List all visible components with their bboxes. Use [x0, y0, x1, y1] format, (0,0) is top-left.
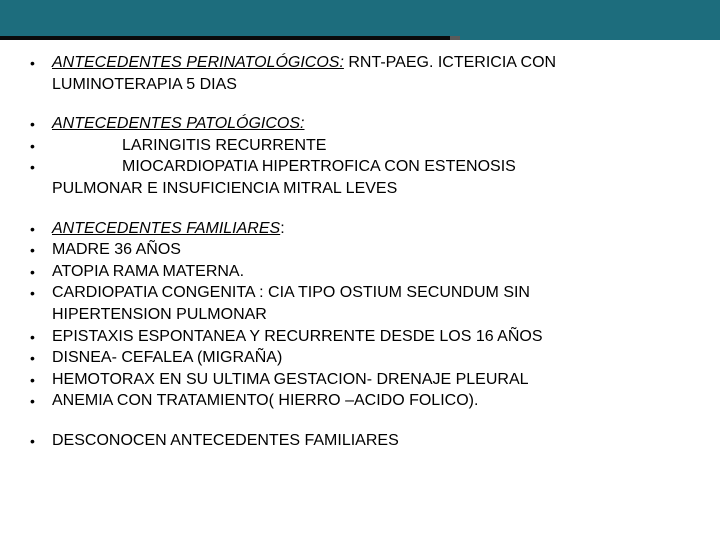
perinatologicos-tail: RNT-PAEG. ICTERICIA CON — [344, 54, 556, 71]
bullet-icon: • — [30, 369, 52, 390]
bullet-line: • EPISTAXIS ESPONTANEA Y RECURRENTE DESD… — [30, 326, 690, 348]
bullet-line: • ANTECEDENTES FAMILIARES: — [30, 218, 690, 240]
bullet-line: • MADRE 36 AÑOS — [30, 239, 690, 261]
familiares-item: MADRE 36 AÑOS — [52, 239, 690, 261]
bullet-line: • HEMOTORAX EN SU ULTIMA GESTACION- DREN… — [30, 369, 690, 391]
patologicos-item2-cont: PULMONAR E INSUFICIENCIA MITRAL LEVES — [30, 178, 690, 200]
familiares-item: ATOPIA RAMA MATERNA. — [52, 261, 690, 283]
bullet-icon: • — [30, 430, 52, 451]
perinatologicos-cont: LUMINOTERAPIA 5 DIAS — [30, 74, 690, 96]
bullet-icon: • — [30, 135, 52, 156]
heading-patologicos: ANTECEDENTES PATOLÓGICOS: — [52, 113, 690, 135]
footer-text: DESCONOCEN ANTECEDENTES FAMILIARES — [52, 430, 690, 452]
bullet-line: • DESCONOCEN ANTECEDENTES FAMILIARES — [30, 430, 690, 452]
section-familiares: • ANTECEDENTES FAMILIARES: • MADRE 36 AÑ… — [30, 218, 690, 412]
heading-familiares: ANTECEDENTES FAMILIARES — [52, 220, 280, 237]
patologicos-item2: MIOCARDIOPATIA HIPERTROFICA CON ESTENOSI… — [122, 158, 516, 175]
bullet-line: • ANTECEDENTES PERINATOLÓGICOS: RNT-PAEG… — [30, 52, 690, 74]
section-footer: • DESCONOCEN ANTECEDENTES FAMILIARES — [30, 430, 690, 452]
bullet-icon: • — [30, 261, 52, 282]
bullet-icon: • — [30, 326, 52, 347]
patologicos-item1: LARINGITIS RECURRENTE — [122, 137, 326, 154]
bullet-icon: • — [30, 218, 52, 239]
heading-familiares-colon: : — [280, 220, 284, 237]
bullet-line: • LARINGITIS RECURRENTE — [30, 135, 690, 157]
familiares-item: DISNEA- CEFALEA (MIGRAÑA) — [52, 347, 690, 369]
slide-content: • ANTECEDENTES PERINATOLÓGICOS: RNT-PAEG… — [0, 40, 720, 480]
bullet-icon: • — [30, 347, 52, 368]
header-underline — [0, 36, 450, 40]
familiares-item: HEMOTORAX EN SU ULTIMA GESTACION- DRENAJ… — [52, 369, 690, 391]
bullet-icon: • — [30, 390, 52, 411]
bullet-line: • CARDIOPATIA CONGENITA : CIA TIPO OSTIU… — [30, 282, 690, 304]
bullet-icon: • — [30, 156, 52, 177]
bullet-icon: • — [30, 113, 52, 134]
bullet-line: • ANEMIA CON TRATAMIENTO( HIERRO –ACIDO … — [30, 390, 690, 412]
familiares-item: ANEMIA CON TRATAMIENTO( HIERRO –ACIDO FO… — [52, 390, 690, 412]
bullet-line: • DISNEA- CEFALEA (MIGRAÑA) — [30, 347, 690, 369]
bullet-icon: • — [30, 282, 52, 303]
bullet-line: • ATOPIA RAMA MATERNA. — [30, 261, 690, 283]
familiares-item: CARDIOPATIA CONGENITA : CIA TIPO OSTIUM … — [52, 282, 690, 304]
familiares-item-cont: HIPERTENSION PULMONAR — [30, 304, 690, 326]
bullet-icon: • — [30, 239, 52, 260]
section-perinatologicos: • ANTECEDENTES PERINATOLÓGICOS: RNT-PAEG… — [30, 52, 690, 95]
familiares-item: EPISTAXIS ESPONTANEA Y RECURRENTE DESDE … — [52, 326, 690, 348]
bullet-icon: • — [30, 52, 52, 73]
section-patologicos: • ANTECEDENTES PATOLÓGICOS: • LARINGITIS… — [30, 113, 690, 199]
bullet-line: • ANTECEDENTES PATOLÓGICOS: — [30, 113, 690, 135]
slide-header — [0, 0, 720, 40]
heading-perinatologicos: ANTECEDENTES PERINATOLÓGICOS: — [52, 54, 344, 71]
bullet-line: • MIOCARDIOPATIA HIPERTROFICA CON ESTENO… — [30, 156, 690, 178]
